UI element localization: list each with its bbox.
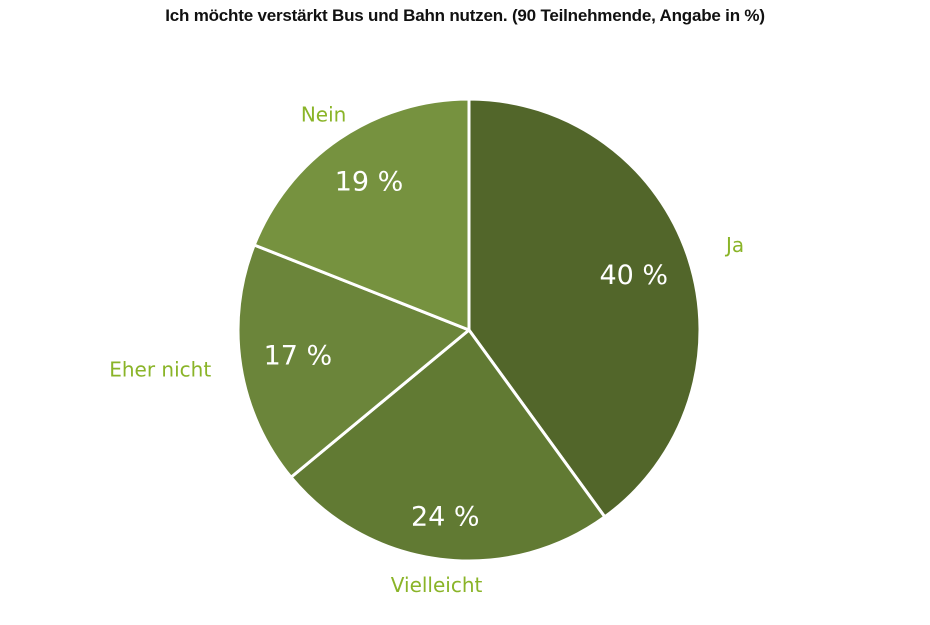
slice-category-label: Nein	[301, 103, 347, 127]
slice-category-label: Ja	[724, 233, 744, 257]
slice-category-label: Eher nicht	[109, 357, 211, 381]
pie-slice-ja	[467, 97, 702, 519]
slice-category-label: Vielleicht	[391, 573, 483, 597]
chart-title: Ich möchte verstärkt Bus und Bahn nutzen…	[165, 6, 765, 25]
slice-value-label: 24 %	[411, 501, 480, 532]
pie-slice-labels: 40 % 24 % 17 % 19 %	[264, 166, 668, 532]
pie-slices	[236, 97, 702, 563]
pie-slice-nein	[252, 97, 471, 332]
slice-value-label: 19 %	[335, 166, 404, 197]
slice-value-label: 17 %	[264, 341, 333, 372]
pie-category-labels: Ja Vielleicht Eher nicht Nein	[109, 103, 744, 598]
pie-slice-eher-nicht	[236, 243, 471, 479]
slice-value-label: 40 %	[599, 260, 668, 291]
pie-slice-vielleicht	[289, 328, 607, 563]
